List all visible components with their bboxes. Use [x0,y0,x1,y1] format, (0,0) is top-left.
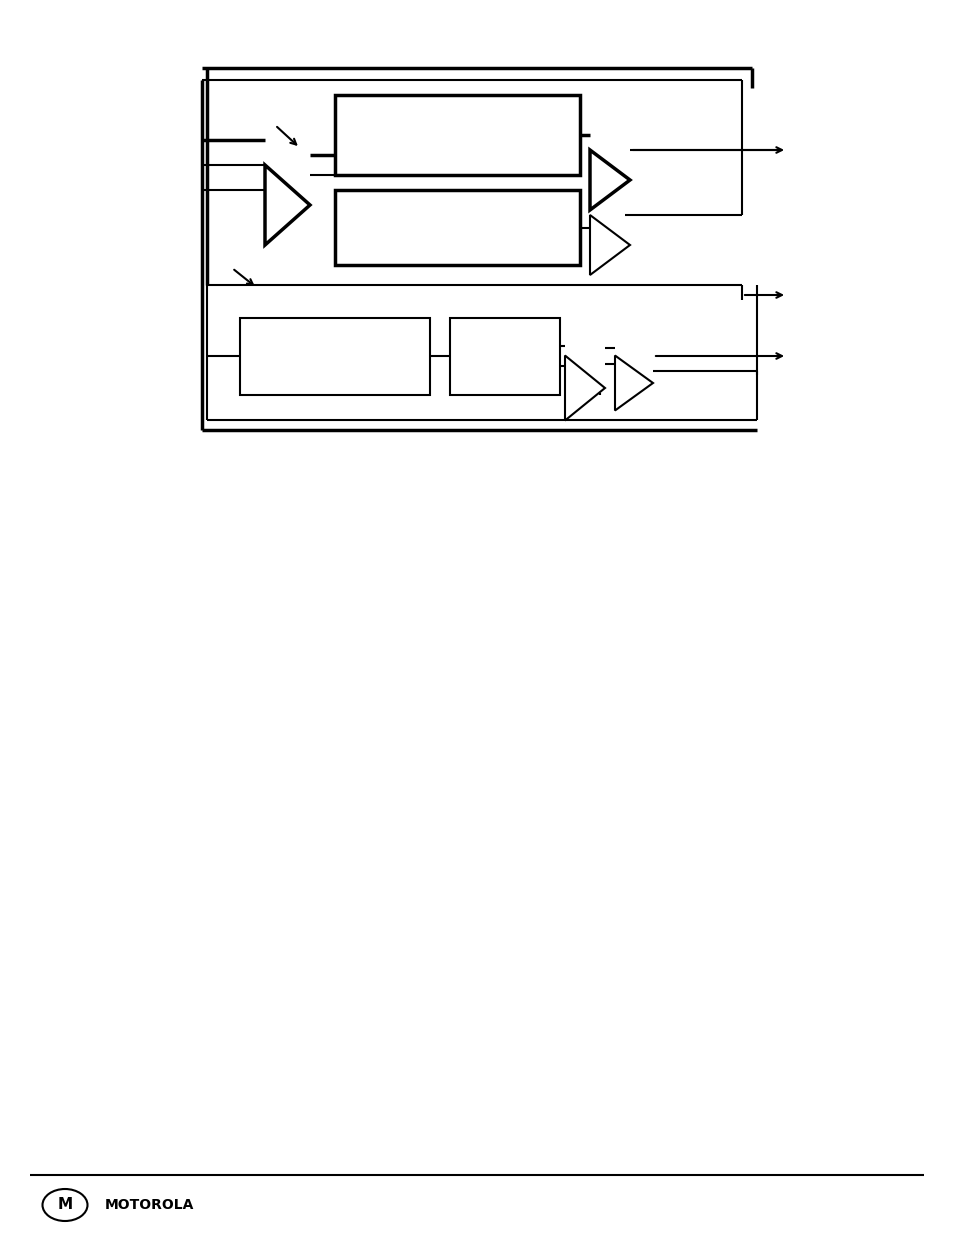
Bar [335,95,579,175]
Bar [240,317,430,395]
Bar [335,190,579,266]
Text: M: M [57,1198,72,1213]
Bar [450,317,559,395]
Text: MOTOROLA: MOTOROLA [105,1198,194,1212]
